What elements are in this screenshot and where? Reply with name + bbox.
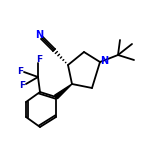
- Text: F: F: [19, 81, 25, 90]
- Text: F: F: [36, 55, 42, 64]
- Text: N: N: [100, 56, 108, 66]
- Text: N: N: [35, 30, 43, 40]
- Text: F: F: [17, 67, 23, 76]
- Polygon shape: [55, 84, 72, 99]
